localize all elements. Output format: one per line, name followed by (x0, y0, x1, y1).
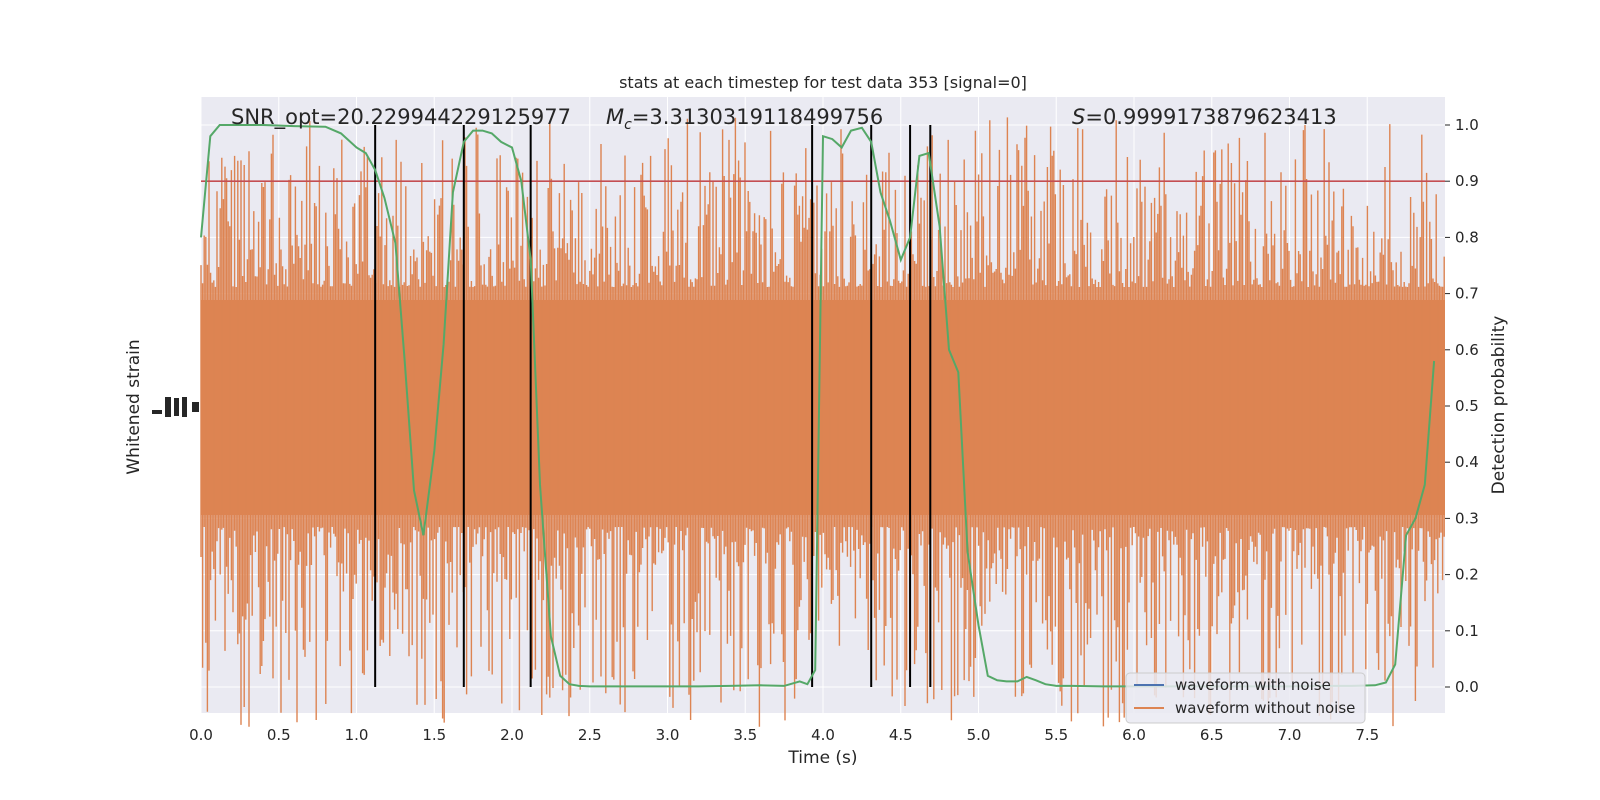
x-tick-label: 3.5 (733, 726, 757, 744)
x-tick-label: 5.5 (1044, 726, 1068, 744)
x-tick-label: 0.0 (189, 726, 213, 744)
x-tick-label: 5.0 (967, 726, 991, 744)
y-tick-label: 0.0 (1455, 678, 1479, 696)
legend-box (1125, 672, 1366, 724)
chart-title: stats at each timestep for test data 353… (619, 73, 1027, 92)
legend-label-without-noise: waveform without noise (1175, 699, 1355, 717)
y-tick-label: 1.0 (1455, 116, 1479, 134)
x-tick-label: 7.0 (1278, 726, 1302, 744)
x-tick-label: 3.0 (656, 726, 680, 744)
x-tick-label: 2.0 (500, 726, 524, 744)
chirp-mass-annotation: Mc=3.3130319118499756 (606, 105, 883, 133)
legend: waveform with noise waveform without noi… (1125, 672, 1366, 724)
y-tick-label: 0.5 (1455, 397, 1479, 415)
y-tick-label: 0.9 (1455, 172, 1479, 190)
x-tick-label: 7.5 (1355, 726, 1379, 744)
x-tick-label: 1.5 (422, 726, 446, 744)
detection-statistic-value: =0.9999173879623413 (1085, 105, 1336, 129)
x-tick-label: 4.0 (811, 726, 835, 744)
x-tick-label: 2.5 (578, 726, 602, 744)
left-y-axis-label: Whitened strain (124, 339, 144, 474)
x-tick-label: 0.5 (267, 726, 291, 744)
vertical-marker-lines (374, 125, 932, 687)
detection-statistic-symbol: S (1072, 105, 1085, 129)
right-axis-ticks: 0.0 0.1 0.2 0.3 0.4 0.5 0.6 0.7 0.8 0.9 1.0 (1445, 116, 1479, 696)
legend-label-with-noise: waveform with noise (1175, 676, 1331, 694)
x-tick-label: 6.0 (1122, 726, 1146, 744)
snr-annotation: SNR_opt=20.229944229125977 (231, 105, 571, 130)
y-tick-label: 0.6 (1455, 341, 1479, 359)
x-tick-label: 1.0 (345, 726, 369, 744)
y-tick-label: 0.4 (1455, 453, 1479, 471)
chirp-mass-subscript: c (624, 117, 632, 133)
detection-statistic-annotation: S=0.9999173879623413 (1072, 105, 1337, 129)
x-axis-label: Time (s) (787, 748, 857, 768)
y-tick-label: 0.7 (1455, 285, 1479, 303)
y-tick-label: 0.8 (1455, 228, 1479, 246)
chirp-mass-symbol: M (606, 105, 624, 129)
y-tick-label: 0.1 (1455, 622, 1479, 640)
y-tick-label: 0.2 (1455, 566, 1479, 584)
right-y-axis-label: Detection probability (1489, 316, 1509, 495)
left-axis-glyphs (152, 397, 199, 417)
x-tick-label: 4.5 (889, 726, 913, 744)
chirp-mass-value: =3.3130319118499756 (632, 105, 883, 129)
x-axis-ticks: 0.0 0.5 1.0 1.5 2.0 2.5 3.0 3.5 4.0 4.5 5.0 5.5 6.0 6… (189, 726, 1379, 744)
x-tick-label: 6.5 (1200, 726, 1224, 744)
y-tick-label: 0.3 (1455, 509, 1479, 527)
strain-spikes (200, 117, 1445, 727)
